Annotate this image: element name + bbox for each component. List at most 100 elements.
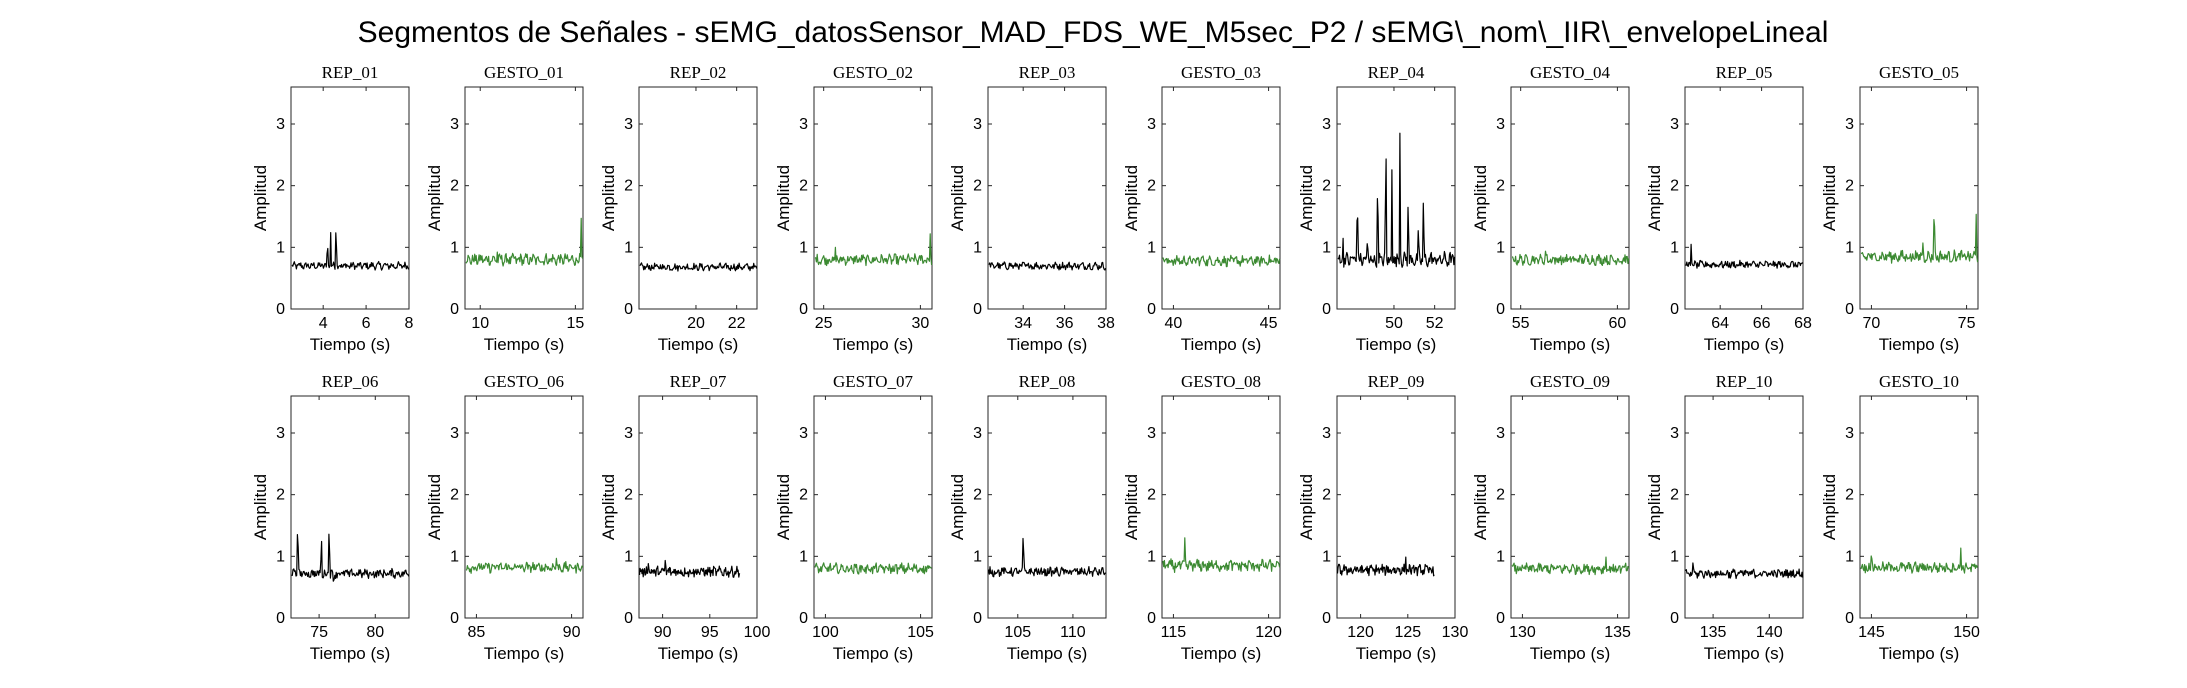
axes-box xyxy=(1684,86,1804,310)
subplot-rep-07: REP_07 0 1 2 3 90 95 100 Tiempo (s) Amplitud xyxy=(599,372,770,663)
x-tick-label: 110 xyxy=(1060,624,1086,641)
subplot-title: GESTO_09 xyxy=(1530,372,1610,391)
axes-box xyxy=(290,86,410,310)
x-tick-label: 100 xyxy=(812,624,839,641)
x-axis-label: Tiempo (s) xyxy=(658,335,739,354)
x-axis-label: Tiempo (s) xyxy=(1181,644,1262,663)
y-tick-label: 2 xyxy=(973,487,982,504)
subplot-gesto-04: GESTO_04 0 1 2 3 55 60 Tiempo (s) Amplitud xyxy=(1471,63,1630,354)
x-axis-label: Tiempo (s) xyxy=(658,644,739,663)
signal-trace xyxy=(465,557,584,574)
x-tick-label: 10 xyxy=(471,315,489,332)
y-axis-label: Amplitud xyxy=(251,474,270,540)
y-tick-label: 2 xyxy=(1845,178,1854,195)
subplot-rep-10: REP_10 0 1 2 3 135 140 Tiempo (s) Amplitud xyxy=(1645,372,1804,663)
y-tick-label: 2 xyxy=(624,487,633,504)
subplot-gesto-07: GESTO_07 0 1 2 3 100 105 Tiempo (s) Amplitud xyxy=(774,372,934,663)
subplot-rep-02: REP_02 0 1 2 3 20 22 Tiempo (s) Amplitud xyxy=(599,63,758,354)
y-tick-label: 1 xyxy=(624,548,633,565)
axes-box xyxy=(1336,395,1456,619)
signal-trace xyxy=(465,217,584,267)
y-tick-label: 2 xyxy=(1496,178,1505,195)
subplot-title: GESTO_04 xyxy=(1530,63,1610,82)
axes-box xyxy=(1161,86,1281,310)
x-tick-label: 4 xyxy=(319,315,328,332)
y-tick-label: 3 xyxy=(973,425,982,442)
y-tick-label: 2 xyxy=(624,178,633,195)
y-tick-label: 2 xyxy=(1322,178,1331,195)
y-tick-label: 1 xyxy=(276,239,285,256)
subplot-gesto-10: GESTO_10 0 1 2 3 145 150 Tiempo (s) Amplitud xyxy=(1820,372,1980,663)
x-axis-label: Tiempo (s) xyxy=(833,335,914,354)
signal-trace xyxy=(1162,537,1281,574)
y-axis-label: Amplitud xyxy=(425,474,444,540)
subplot-title: GESTO_05 xyxy=(1879,63,1959,82)
y-tick-label: 0 xyxy=(1670,301,1679,318)
y-tick-label: 3 xyxy=(1147,116,1156,133)
signal-trace xyxy=(1685,562,1804,580)
y-axis-label: Amplitud xyxy=(774,474,793,540)
axes-box xyxy=(1684,395,1804,619)
y-tick-label: 1 xyxy=(799,239,808,256)
y-tick-label: 2 xyxy=(450,178,459,195)
y-tick-label: 2 xyxy=(973,178,982,195)
x-axis-label: Tiempo (s) xyxy=(1007,335,1088,354)
signal-trace xyxy=(814,233,933,267)
y-axis-label: Amplitud xyxy=(1471,474,1490,540)
subplot-title: REP_09 xyxy=(1368,372,1425,391)
y-tick-label: 0 xyxy=(1147,301,1156,318)
axes-box xyxy=(1510,86,1630,310)
axes-box xyxy=(290,395,410,619)
x-axis-label: Tiempo (s) xyxy=(1181,335,1262,354)
x-tick-label: 115 xyxy=(1161,624,1187,641)
y-tick-label: 0 xyxy=(1670,610,1679,627)
subplot-rep-09: REP_09 0 1 2 3 120 125 130 Tiempo (s) Amplitud xyxy=(1297,372,1468,663)
y-tick-label: 1 xyxy=(450,239,459,256)
subplot-rep-04: REP_04 0 1 2 3 50 52 Tiempo (s) Amplitud xyxy=(1297,63,1456,354)
subplot-title: REP_03 xyxy=(1019,63,1076,82)
y-tick-label: 0 xyxy=(1496,301,1505,318)
axes-box xyxy=(1336,86,1456,310)
subplot-title: REP_07 xyxy=(670,372,727,391)
x-tick-label: 105 xyxy=(1004,624,1031,641)
y-tick-label: 1 xyxy=(450,548,459,565)
signal-trace xyxy=(638,559,741,578)
y-tick-label: 3 xyxy=(799,425,808,442)
subplot-rep-06: REP_06 0 1 2 3 75 80 Tiempo (s) Amplitud xyxy=(251,372,410,663)
x-tick-label: 64 xyxy=(1711,315,1729,332)
subplot-title: REP_06 xyxy=(322,372,379,391)
subplot-title: REP_04 xyxy=(1368,63,1425,82)
y-tick-label: 1 xyxy=(1496,548,1505,565)
figure-title: Segmentos de Señales - sEMG_datosSensor_… xyxy=(358,16,1829,49)
subplot-title: GESTO_07 xyxy=(833,372,913,391)
signal-trace xyxy=(291,232,410,271)
y-axis-label: Amplitud xyxy=(948,474,967,540)
x-axis-label: Tiempo (s) xyxy=(310,335,391,354)
axes-box xyxy=(813,86,933,310)
subplot-gesto-06: GESTO_06 0 1 2 3 85 90 Tiempo (s) Amplitud xyxy=(425,372,584,663)
y-tick-label: 2 xyxy=(276,178,285,195)
x-axis-label: Tiempo (s) xyxy=(310,644,391,663)
x-tick-label: 120 xyxy=(1347,624,1374,641)
y-axis-label: Amplitud xyxy=(599,165,618,231)
subplot-title: REP_02 xyxy=(670,63,727,82)
x-tick-label: 90 xyxy=(563,624,581,641)
subplot-gesto-05: GESTO_05 0 1 2 3 70 75 Tiempo (s) Amplitud xyxy=(1820,63,1979,354)
signal-trace xyxy=(1860,213,1979,264)
y-axis-label: Amplitud xyxy=(1820,474,1839,540)
y-axis-label: Amplitud xyxy=(1297,165,1316,231)
x-axis-label: Tiempo (s) xyxy=(1530,335,1611,354)
axes-box xyxy=(464,86,584,310)
x-tick-label: 90 xyxy=(654,624,672,641)
x-tick-label: 45 xyxy=(1260,315,1278,332)
subplot-title: REP_05 xyxy=(1716,63,1773,82)
signal-trace xyxy=(1511,556,1630,576)
y-tick-label: 0 xyxy=(973,301,982,318)
y-tick-label: 1 xyxy=(276,548,285,565)
x-tick-label: 95 xyxy=(701,624,719,641)
axes-box xyxy=(1161,395,1281,619)
y-tick-label: 1 xyxy=(1147,548,1156,565)
subplot-title: GESTO_10 xyxy=(1879,372,1959,391)
